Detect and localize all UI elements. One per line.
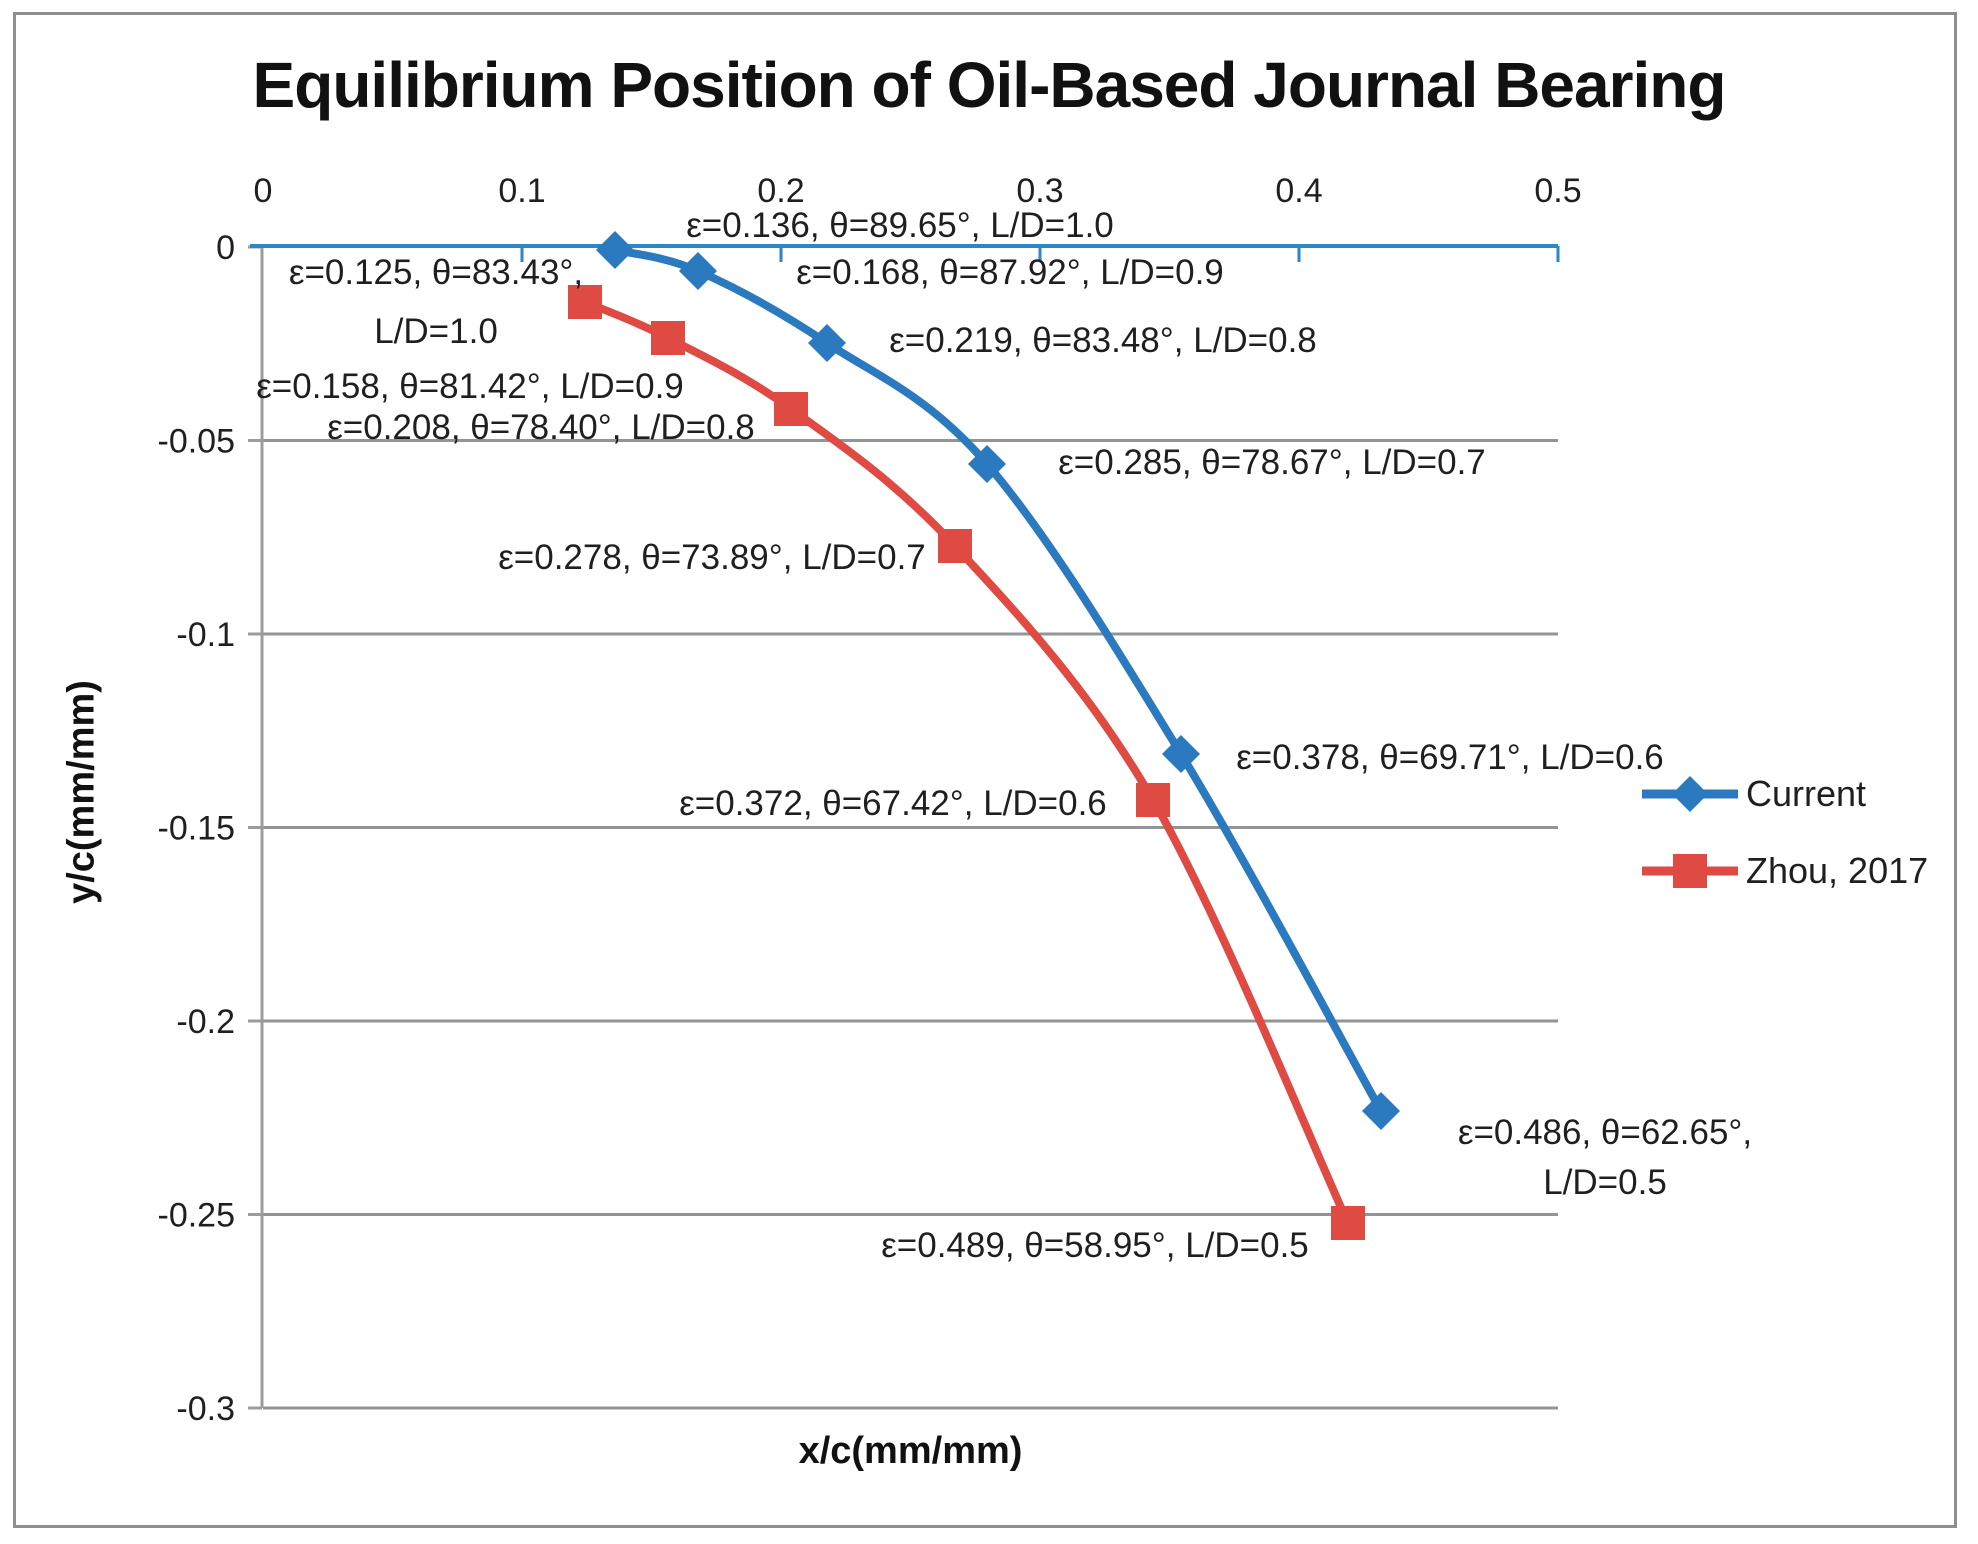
y-tick-label: 0 [216, 229, 235, 267]
data-point-diamond [1362, 1092, 1400, 1130]
point-annotation: ε=0.208, θ=78.40°, L/D=0.8 [327, 408, 755, 447]
data-point-square [938, 529, 972, 563]
x-tick-label: 0.3 [1016, 172, 1063, 210]
point-annotation: ε=0.168, θ=87.92°, L/D=0.9 [796, 253, 1224, 292]
y-axis-title: y/c(mm/mm) [60, 680, 103, 904]
x-tick-label: 0 [254, 172, 273, 210]
point-annotation: ε=0.278, θ=73.89°, L/D=0.7 [498, 538, 926, 577]
legend-label-current: Current [1746, 773, 1867, 814]
point-annotation: ε=0.219, θ=83.48°, L/D=0.8 [889, 321, 1317, 360]
legend: Current Zhou, 2017 [1640, 771, 1928, 925]
point-annotation: ε=0.489, θ=58.95°, L/D=0.5 [881, 1226, 1309, 1265]
point-annotation: ε=0.372, θ=67.42°, L/D=0.6 [679, 784, 1107, 823]
legend-label-zhou: Zhou, 2017 [1746, 850, 1929, 891]
x-tick-label: 0.2 [757, 172, 804, 210]
y-tick-label: -0.15 [158, 810, 236, 848]
data-point-square [568, 285, 602, 319]
legend-marker-current-diamond-icon [1642, 776, 1738, 812]
y-tick-label: -0.1 [176, 616, 235, 654]
data-point-square [774, 392, 808, 426]
data-point-diamond [679, 252, 717, 290]
point-annotation: ε=0.285, θ=78.67°, L/D=0.7 [1058, 443, 1486, 482]
chart-title: Equilibrium Position of Oil-Based Journa… [252, 49, 1727, 121]
x-tick-label: 0.5 [1534, 172, 1581, 210]
legend-item-zhou-2017: Zhou, 2017 [1640, 848, 1928, 894]
y-tick-label: -0.2 [176, 1003, 235, 1041]
point-annotation: ε=0.486, θ=62.65°, [1458, 1113, 1752, 1152]
x-axis-title: x/c(mm/mm) [798, 1430, 1023, 1472]
legend-item-current: Current [1640, 771, 1928, 817]
data-point-diamond [968, 445, 1006, 483]
y-tick-label: -0.25 [158, 1197, 236, 1235]
point-annotation: L/D=1.0 [374, 312, 498, 351]
y-tick-label: -0.3 [176, 1390, 235, 1428]
point-annotation: ε=0.136, θ=89.65°, L/D=1.0 [686, 206, 1114, 245]
data-point-square [651, 321, 685, 355]
data-point-diamond [1162, 735, 1200, 773]
data-point-diamond [808, 324, 846, 362]
data-point-square [1331, 1206, 1365, 1240]
series-line-current [614, 246, 1385, 1113]
point-annotation: ε=0.125, θ=83.43°, [289, 253, 583, 292]
data-point-diamond [596, 231, 634, 269]
point-annotation: ε=0.378, θ=69.71°, L/D=0.6 [1236, 738, 1664, 777]
point-annotation: ε=0.158, θ=81.42°, L/D=0.9 [256, 367, 684, 406]
data-point-square [1136, 783, 1170, 817]
x-tick-label: 0.4 [1275, 172, 1322, 210]
point-annotation: L/D=0.5 [1543, 1163, 1667, 1202]
x-tick-label: 0.1 [498, 172, 545, 210]
legend-marker-zhou-square-icon [1642, 854, 1738, 888]
y-tick-label: -0.05 [158, 423, 236, 461]
